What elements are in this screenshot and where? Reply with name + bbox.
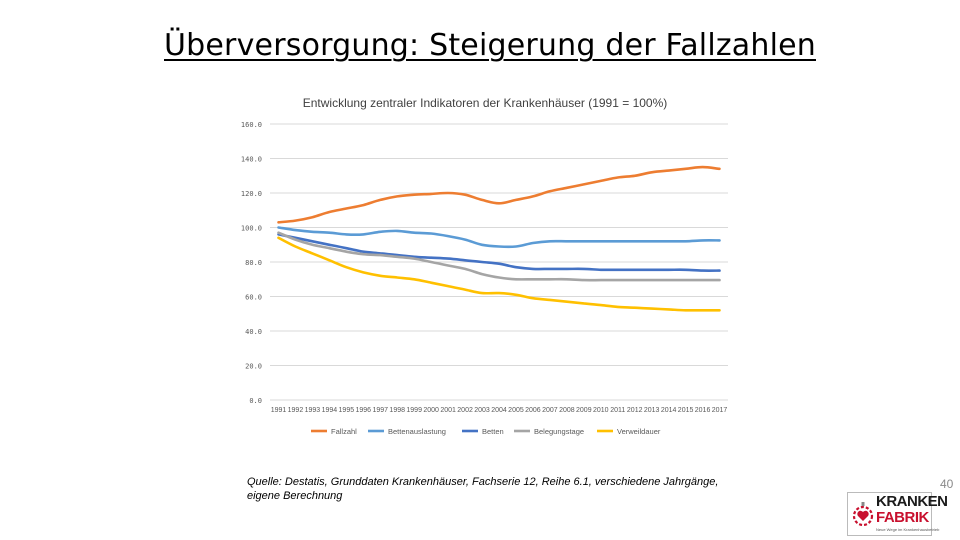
legend-label: Fallzahl bbox=[331, 427, 357, 436]
x-tick-label: 1999 bbox=[406, 407, 422, 414]
x-tick-label: 2011 bbox=[610, 407, 625, 414]
x-tick-label: 2006 bbox=[525, 407, 541, 414]
x-tick-label: 2014 bbox=[661, 407, 677, 414]
x-tick-label: 2002 bbox=[457, 407, 473, 414]
x-tick-label: 2017 bbox=[712, 407, 728, 414]
x-tick-label: 1995 bbox=[339, 407, 355, 414]
x-tick-label: 2013 bbox=[644, 407, 660, 414]
y-tick-label: 80.0 bbox=[245, 259, 262, 267]
series-line-verweildauer bbox=[277, 236, 721, 312]
legend-label: Betten bbox=[482, 427, 504, 436]
y-tick-label: 40.0 bbox=[245, 328, 262, 336]
x-tick-label: 2001 bbox=[440, 407, 456, 414]
x-tick-label: 2007 bbox=[542, 407, 558, 414]
series-line-bettenauslastung bbox=[277, 226, 721, 249]
legend-label: Bettenauslastung bbox=[388, 427, 446, 436]
y-tick-label: 120.0 bbox=[241, 190, 262, 198]
y-tick-label: 100.0 bbox=[241, 225, 262, 233]
x-tick-label: 1996 bbox=[356, 407, 372, 414]
series-line-belegungstage bbox=[277, 231, 721, 282]
page-number: 40 bbox=[940, 477, 954, 491]
y-tick-label: 60.0 bbox=[245, 294, 262, 302]
y-axis-tick-labels: 0.0 20.0 40.0 60.0 80.0 100.0 120.0 140.0 160.0 bbox=[241, 121, 262, 405]
series-lines bbox=[277, 165, 721, 312]
logo-line-1: KRANKEN bbox=[876, 493, 948, 510]
logo-line-2: FABRIK bbox=[876, 509, 929, 526]
x-tick-label: 2009 bbox=[576, 407, 592, 414]
slide-title: Überversorgung: Steigerung der Fallzahle… bbox=[164, 28, 816, 63]
x-tick-label: 2015 bbox=[678, 407, 694, 414]
x-tick-label: 1994 bbox=[322, 407, 338, 414]
gridlines bbox=[270, 123, 728, 401]
x-tick-label: 2016 bbox=[695, 407, 711, 414]
y-tick-label: 160.0 bbox=[241, 121, 262, 129]
legend-label: Verweildauer bbox=[617, 427, 661, 436]
source-note: Quelle: Destatis, Grunddaten Krankenhäus… bbox=[247, 476, 719, 502]
heart-gear-icon bbox=[852, 502, 874, 527]
legend-label: Belegungstage bbox=[534, 427, 584, 436]
krankenfabrik-logo: KRANKEN FABRIK Neue Wege im Krankenhausb… bbox=[847, 492, 948, 536]
x-tick-label: 2012 bbox=[627, 407, 643, 414]
series-line-fallzahl bbox=[277, 165, 721, 224]
x-tick-label: 1997 bbox=[372, 407, 388, 414]
x-tick-label: 2003 bbox=[474, 407, 490, 414]
x-tick-label: 1998 bbox=[389, 407, 405, 414]
x-tick-label: 2004 bbox=[491, 407, 507, 414]
y-tick-label: 140.0 bbox=[241, 156, 262, 164]
x-tick-label: 1991 bbox=[271, 407, 287, 414]
x-tick-label: 1993 bbox=[305, 407, 321, 414]
x-tick-label: 1992 bbox=[288, 407, 304, 414]
x-tick-label: 2010 bbox=[593, 407, 609, 414]
x-tick-label: 2008 bbox=[559, 407, 575, 414]
chart-title: Entwicklung zentraler Indikatoren der Kr… bbox=[303, 96, 668, 110]
chart-legend: Fallzahl Bettenauslastung Betten Belegungst… bbox=[311, 427, 661, 436]
line-chart: Entwicklung zentraler Indikatoren der Kr… bbox=[241, 96, 728, 436]
x-tick-label: 2005 bbox=[508, 407, 524, 414]
x-axis-tick-labels: 1991 1992 1993 1994 1995 1996 1997 1998 1999 2000… bbox=[271, 407, 728, 414]
y-tick-label: 0.0 bbox=[249, 397, 262, 405]
series-line-betten bbox=[277, 233, 721, 272]
y-tick-label: 20.0 bbox=[245, 363, 262, 371]
x-tick-label: 2000 bbox=[423, 407, 439, 414]
logo-tagline: Neue Wege im Krankenhausbetrieb bbox=[876, 527, 940, 532]
